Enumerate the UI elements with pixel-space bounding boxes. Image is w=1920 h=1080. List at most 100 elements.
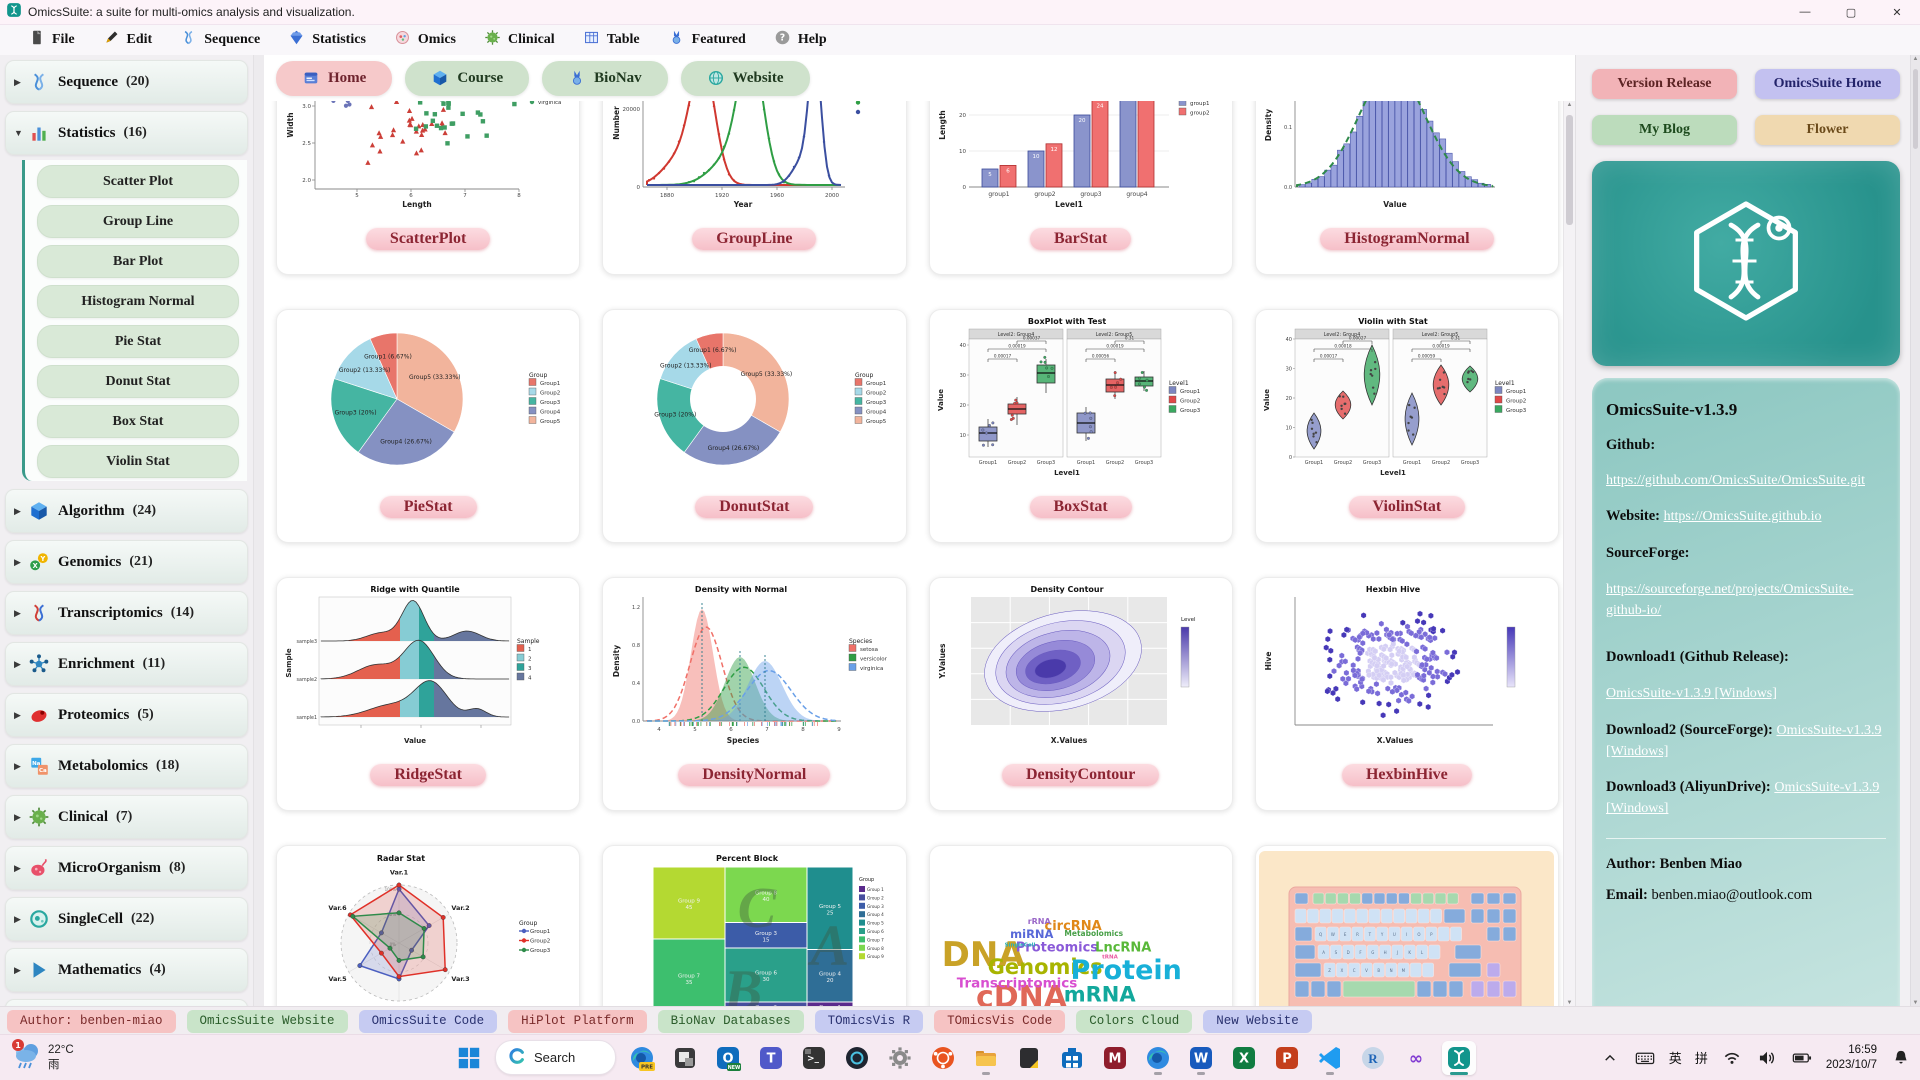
sidebar-subitem-scatter-plot[interactable]: Scatter Plot [37, 165, 239, 198]
scroll-up-icon[interactable]: ▲ [1566, 102, 1573, 108]
notification-bell-icon[interactable] [1890, 1044, 1912, 1072]
vscode-icon[interactable] [1313, 1041, 1347, 1075]
sidebar-subitem-donut-stat[interactable]: Donut Stat [37, 365, 239, 398]
website-link[interactable]: https://OmicsSuite.github.io [1663, 509, 1822, 525]
scroll-down-icon[interactable]: ▼ [1566, 1000, 1573, 1006]
search-box[interactable]: Search [495, 1040, 617, 1075]
clock[interactable]: 16:59 2023/10/7 [1826, 1043, 1877, 1073]
sidebar-item-enrichment[interactable]: ▶ Enrichment (11) [5, 642, 248, 686]
excel-icon[interactable]: X [1227, 1041, 1261, 1075]
menu-item-statistics[interactable]: Statistics [288, 29, 366, 51]
sidebar-subitem-histogram-normal[interactable]: Histogram Normal [37, 285, 239, 318]
menu-item-omics[interactable]: Omics [394, 29, 456, 51]
notes-icon[interactable] [1012, 1041, 1046, 1075]
chart-card-BarStat[interactable]: 01020305102061224group1group2group3group… [928, 101, 1233, 275]
footer-link-author-benben-miao[interactable]: Author: benben-miao [7, 1009, 176, 1033]
sidebar-scrollbar[interactable] [253, 55, 264, 1007]
snipping-icon[interactable] [668, 1041, 702, 1075]
battery-icon[interactable] [1791, 1044, 1813, 1072]
chart-card-DensityNormal[interactable]: Density with Normal 1.2 0.8 0.4 0.0 4 5 6 7 8 9 Spe… [602, 577, 907, 811]
scroll-down-icon[interactable]: ▼ [1912, 1000, 1919, 1006]
sidebar-subitem-violin-stat[interactable]: Violin Stat [37, 445, 239, 478]
chart-card-BoxStat[interactable]: BoxPlot with Test 10 20 30 40 Level2: Group4 G… [928, 309, 1233, 543]
chevron-right-icon[interactable]: ▶ [14, 556, 21, 567]
sidebar-item-transcriptomics[interactable]: ▶ Transcriptomics (14) [5, 591, 248, 635]
explorer-icon[interactable] [969, 1041, 1003, 1075]
menu-item-edit[interactable]: Edit [103, 29, 152, 51]
word-icon[interactable]: W [1184, 1041, 1218, 1075]
card-label[interactable]: GroupLine [692, 228, 817, 250]
visualstudio-icon[interactable]: ∞ [1399, 1041, 1433, 1075]
chart-card-DonutStat[interactable]: Group5 (33.33%) Group4 (26.67%) Group3 (20… [602, 309, 907, 543]
powerpoint-icon[interactable]: P [1270, 1041, 1304, 1075]
terminal-icon[interactable]: >_ [797, 1041, 831, 1075]
card-label[interactable]: PieStat [379, 496, 477, 518]
chart-card-RidgeStat[interactable]: Ridge with Quantile sample1 sample2 sample3… [276, 577, 581, 811]
ime-language[interactable]: 英 [1668, 1052, 1682, 1067]
chart-card-keyboard[interactable]: Q W E R T Y U I O P A S D F G H J K L Z X C V B N M [1254, 845, 1559, 1007]
settings-icon[interactable] [883, 1041, 917, 1075]
close-button[interactable]: ✕ [1892, 6, 1902, 19]
button-flower[interactable]: Flower [1755, 115, 1900, 145]
sidebar-subitem-group-line[interactable]: Group Line [37, 205, 239, 238]
right-panel-scrollbar[interactable]: ▲ ▼ [1910, 55, 1920, 1007]
button-my-blog[interactable]: My Blog [1592, 115, 1737, 145]
chart-card-PieStat[interactable]: Group5 (33.33%) Group4 (26.67%) Group3 (20… [276, 309, 581, 543]
edge-dev-icon[interactable]: PRE [625, 1041, 659, 1075]
mendeley-icon[interactable]: M [1098, 1041, 1132, 1075]
github-link[interactable]: https://github.com/OmicsSuite/OmicsSuite… [1606, 473, 1865, 489]
volume-icon[interactable] [1756, 1044, 1778, 1072]
tray-chevron-icon[interactable] [1599, 1044, 1621, 1072]
footer-link-bionav-databases[interactable]: BioNav Databases [657, 1009, 804, 1033]
chart-card-wordcloud[interactable]: DNA Genomics Protein cDNA mRNA Transcriptomic… [928, 845, 1233, 1007]
chevron-right-icon[interactable]: ▶ [14, 964, 21, 975]
sidebar-item-metabolomics[interactable]: ▶ Na Ca Metabolomics (18) [5, 744, 248, 788]
ubuntu-icon[interactable] [926, 1041, 960, 1075]
sidebar-item-sequence[interactable]: ▶ Sequence (20) [5, 60, 248, 104]
download2-link[interactable]: OmicsSuite-v1.3.9 [Windows] [1606, 722, 1882, 759]
footer-link-omicssuite-website[interactable]: OmicsSuite Website [186, 1009, 348, 1033]
outlook-icon[interactable]: O NEW [711, 1041, 745, 1075]
store-icon[interactable] [1055, 1041, 1089, 1075]
sidebar-subitem-box-stat[interactable]: Box Stat [37, 405, 239, 438]
card-label[interactable]: DensityNormal [678, 764, 831, 786]
chevron-right-icon[interactable]: ▶ [14, 658, 21, 669]
sidebar-subitem-pie-stat[interactable]: Pie Stat [37, 325, 239, 358]
chart-card-ScatterPlot[interactable]: 3.53.02.52.05678LengthWidthSpeciessetosa… [276, 101, 581, 275]
sidebar-item-algorithm[interactable]: ▶ Algorithm (24) [5, 489, 248, 533]
footer-link-hiplot-platform[interactable]: HiPlot Platform [508, 1009, 647, 1033]
wifi-icon[interactable] [1721, 1044, 1743, 1072]
chevron-right-icon[interactable]: ▶ [14, 811, 21, 822]
touch-keyboard-icon[interactable] [1634, 1044, 1656, 1072]
chevron-down-icon[interactable]: ▼ [14, 128, 23, 138]
chevron-right-icon[interactable]: ▶ [14, 760, 21, 771]
minimize-button[interactable]: — [1799, 6, 1811, 18]
chevron-right-icon[interactable]: ▶ [14, 709, 21, 720]
sidebar-item-statistics[interactable]: ▼ Statistics (16) [5, 111, 248, 155]
chart-card-treemap[interactable]: Percent Block Group 9 45 Group 7 35 Group 8 40… [602, 845, 907, 1007]
card-label[interactable]: HexbinHive [1341, 764, 1472, 786]
chart-card-radar[interactable]: Radar StatVar.1Var.2Var.3Var.4Var.5Var.6… [276, 845, 581, 1007]
tab-bionav[interactable]: BioNav [542, 60, 668, 96]
tab-home[interactable]: Home [276, 60, 393, 96]
sidebar-item-singlecell[interactable]: ▶ SingleCell (22) [5, 897, 248, 941]
edge-icon[interactable] [1141, 1041, 1175, 1075]
card-label[interactable]: ScatterPlot [365, 228, 491, 250]
menu-item-clinical[interactable]: Clinical [484, 29, 555, 51]
right-scrollbar-thumb[interactable] [1913, 69, 1918, 149]
menu-item-sequence[interactable]: Sequence [180, 29, 260, 51]
tab-website[interactable]: Website [680, 60, 810, 96]
omicssuite-icon[interactable] [1442, 1040, 1477, 1075]
download3-link[interactable]: OmicsSuite-v1.3.9 [Windows] [1606, 780, 1880, 817]
chevron-right-icon[interactable]: ▶ [14, 913, 21, 924]
sidebar-item-mathematics[interactable]: ▶ Mathematics (4) [5, 948, 248, 992]
sidebar-subitem-bar-plot[interactable]: Bar Plot [37, 245, 239, 278]
chevron-right-icon[interactable]: ▶ [14, 505, 21, 516]
weather-widget[interactable]: 1 22°C 雨 [10, 1039, 74, 1076]
chart-card-ViolinStat[interactable]: Violin with Stat 0 10 20 30 40 Level2: Group4 G… [1254, 309, 1559, 543]
menu-item-help[interactable]: ? Help [774, 29, 827, 51]
chart-card-HexbinHive[interactable]: Hexbin Hive X.Values Hive HexbinHive [1254, 577, 1559, 811]
scroll-up-icon[interactable]: ▲ [1912, 56, 1919, 62]
r-icon[interactable]: R [1356, 1041, 1390, 1075]
